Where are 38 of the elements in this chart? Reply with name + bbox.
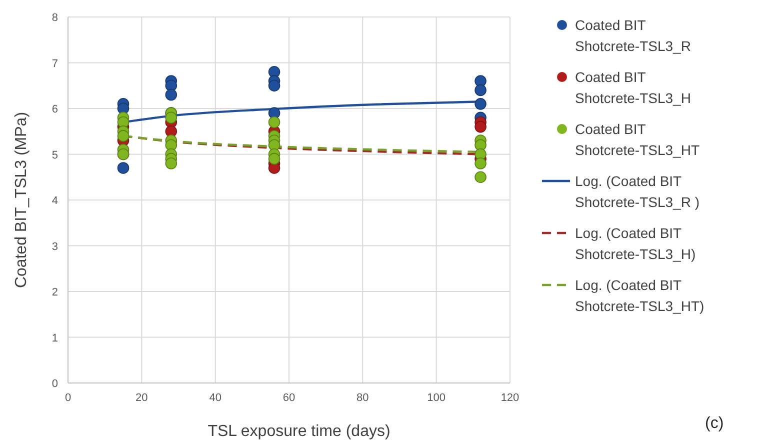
legend-label: Log. (Coated BIT Shotcrete-TSL3_R ) <box>575 173 700 210</box>
y-tick-label: 1 <box>52 332 58 344</box>
point <box>268 116 280 128</box>
y-tick-label: 4 <box>52 195 58 207</box>
x-axis-title: TSL exposure time (days) <box>208 423 390 440</box>
point <box>474 171 486 184</box>
x-tick-label: 0 <box>64 392 72 404</box>
point <box>474 120 486 133</box>
point <box>117 130 130 142</box>
x-tick-label: 40 <box>209 392 222 404</box>
point <box>474 158 486 170</box>
point <box>268 152 280 165</box>
text: (c) <box>705 415 724 432</box>
legend-label: Log. (Coated BIT Shotcrete-TSL3_H) <box>575 225 696 262</box>
y-tick-label: 7 <box>52 58 58 70</box>
legend-label: Coated BIT Shotcrete-TSL3_H <box>575 69 691 106</box>
y-tick-label: 6 <box>52 104 58 116</box>
point <box>474 98 486 110</box>
y-tick-label: 2 <box>52 286 58 298</box>
point <box>268 80 280 92</box>
x-tick-label: 60 <box>282 392 296 404</box>
point <box>165 112 178 124</box>
point <box>165 88 178 101</box>
x-tick-label: 100 <box>427 392 446 404</box>
legend-label: Coated BIT Shotcrete-TSL3_HT <box>575 121 700 158</box>
y-tick-label: 8 <box>52 12 58 24</box>
y-tick-label: 5 <box>52 149 58 162</box>
legend-label: Log. (Coated BIT Shotcrete-TSL3_HT) <box>575 277 704 314</box>
x-tick-label: 80 <box>356 392 369 404</box>
legend-label: Coated BIT Shotcrete-TSL3_R <box>575 17 691 54</box>
y-tick-label: 0 <box>52 378 58 390</box>
y-axis-title: Coated BIT_TSL3 (MPa) <box>13 112 30 288</box>
x-tick-label: 120 <box>500 392 520 404</box>
x-tick-label: 20 <box>136 392 148 404</box>
point <box>165 158 178 170</box>
point <box>474 84 486 96</box>
point <box>117 162 130 174</box>
y-tick-label: 3 <box>52 240 58 253</box>
